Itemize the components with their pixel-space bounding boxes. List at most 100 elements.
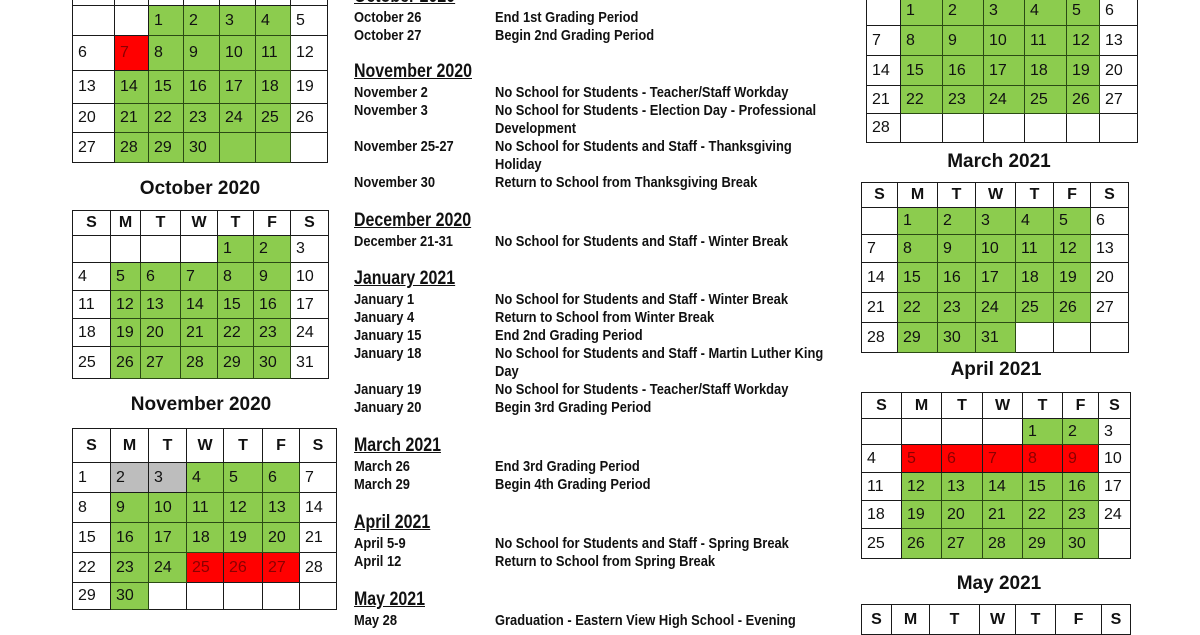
weekday-header: W: [979, 604, 1016, 635]
school-day-cell: 2: [253, 235, 291, 263]
school-day-cell: 15: [897, 262, 938, 293]
week-row: 25 26 27 28 29 30 31: [72, 346, 329, 379]
school-day-cell: 28: [180, 346, 218, 379]
day-cell: 31: [290, 346, 329, 379]
day-cell: [901, 418, 942, 445]
school-day-cell: 27: [941, 528, 983, 559]
week-row: 4 5 6 7 8 9 10: [72, 262, 329, 291]
week-row: 6 7 8 9 10 11 12: [72, 35, 328, 71]
weekday-header: S: [861, 392, 902, 419]
school-day-cell: 18: [255, 70, 291, 104]
school-day-cell: 21: [982, 500, 1023, 529]
week-row: 13 14 15 16 17 18 19: [72, 70, 328, 104]
week-row: 11 12 13 14 15 16 17: [72, 290, 329, 319]
school-day-cell: 16: [1062, 472, 1099, 501]
day-cell: [223, 582, 263, 610]
school-day-cell: 28: [114, 132, 149, 163]
day-cell: 24: [1098, 500, 1131, 529]
week-row: 29 30: [72, 582, 337, 610]
school-day-cell: 19: [1053, 262, 1091, 293]
school-day-cell: 1: [217, 235, 254, 263]
day-cell: [299, 582, 337, 610]
day-cell: 1: [72, 462, 111, 493]
school-day-cell: 11: [186, 492, 224, 523]
day-cell: [110, 235, 141, 263]
calendar-month-title: October 2020: [139, 178, 261, 199]
workday-cell: 3: [148, 462, 187, 493]
week-row: 14 15 16 17 18 19 20: [861, 262, 1129, 293]
school-day-cell: 23: [1062, 500, 1099, 529]
event-description: Graduation - Eastern View High School - …: [495, 612, 796, 629]
school-day-cell: 27: [140, 346, 181, 379]
day-cell: 14: [299, 492, 337, 523]
day-cell: [262, 582, 300, 610]
events-month-heading: November 2020: [354, 61, 472, 82]
week-row: 7 8 9 10 11 12 13: [861, 234, 1129, 263]
school-day-cell: 23: [937, 292, 976, 323]
event-entry: March 26 End 3rd Grading Period: [354, 458, 834, 476]
weekday-header: F: [253, 210, 291, 236]
event-date: November 3: [354, 102, 428, 119]
event-description: End 3rd Grading Period: [495, 458, 640, 475]
school-day-cell: 1: [900, 0, 943, 26]
event-date: November 30: [354, 174, 436, 191]
event-date: November 2: [354, 84, 428, 101]
day-cell: 25: [72, 346, 111, 379]
event-description: Return to School from Winter Break: [495, 309, 715, 326]
week-row: 15 16 17 18 19 20 21: [72, 522, 337, 553]
events-month-heading: April 2021: [354, 512, 431, 533]
event-date: April 5-9: [354, 535, 406, 552]
week-row: 14 15 16 17 18 19 20: [866, 55, 1138, 86]
school-day-cell: 21: [114, 103, 149, 133]
school-day-cell: 10: [983, 25, 1025, 56]
school-day-cell: 11: [1015, 234, 1054, 263]
weekday-header: W: [975, 182, 1016, 208]
day-cell: [982, 418, 1023, 445]
school-day-cell: 8: [217, 262, 254, 291]
school-day-cell: 17: [148, 522, 187, 553]
school-day-cell: 10: [219, 35, 256, 71]
weekday-header: W: [180, 210, 218, 236]
school-day-cell: 24: [219, 103, 256, 133]
event-description: No School for Students and Staff - Winte…: [495, 291, 789, 308]
school-day-cell: 12: [901, 472, 942, 501]
weekday-header: S: [299, 428, 337, 463]
weekday-header: T: [937, 182, 976, 208]
event-description: No School for Students - Election Day - …: [495, 102, 817, 137]
event-description: No School for Students and Staff - Winte…: [495, 233, 789, 250]
holiday-cell: 6: [941, 444, 983, 473]
day-cell: 3: [1098, 418, 1131, 445]
school-day-cell: 4: [1015, 207, 1054, 235]
weekday-header: T: [929, 604, 980, 635]
event-entry: November 2 No School for Students - Teach…: [354, 84, 834, 102]
weekday-header: F: [1062, 392, 1099, 419]
day-cell: 28: [866, 113, 901, 143]
day-cell: 7: [861, 234, 898, 263]
day-cell: [983, 113, 1025, 143]
day-cell: 13: [1090, 234, 1129, 263]
school-day-cell: 4: [255, 5, 291, 36]
school-day-cell: 9: [937, 234, 976, 263]
event-description: End 2nd Grading Period: [495, 327, 643, 344]
events-month-section: March 2021 March 26 End 3rd Grading Period…: [354, 436, 834, 494]
day-cell: 13: [1099, 25, 1138, 56]
day-cell: 21: [861, 292, 898, 323]
school-day-cell: 5: [110, 262, 141, 291]
school-day-cell: 1: [897, 207, 938, 235]
holiday-cell: 9: [1062, 444, 1099, 473]
day-cell: 25: [861, 528, 902, 559]
weekday-header: T: [941, 392, 983, 419]
school-day-cell: 29: [148, 132, 184, 163]
event-entry: April 12 Return to School from Spring Bre…: [354, 553, 834, 571]
day-cell: 15: [72, 522, 111, 553]
calendar-month-title: March 2021: [947, 151, 1051, 172]
school-day-cell: 8: [148, 35, 184, 71]
school-day-cell: 8: [900, 25, 943, 56]
event-date: May 28: [354, 612, 398, 629]
